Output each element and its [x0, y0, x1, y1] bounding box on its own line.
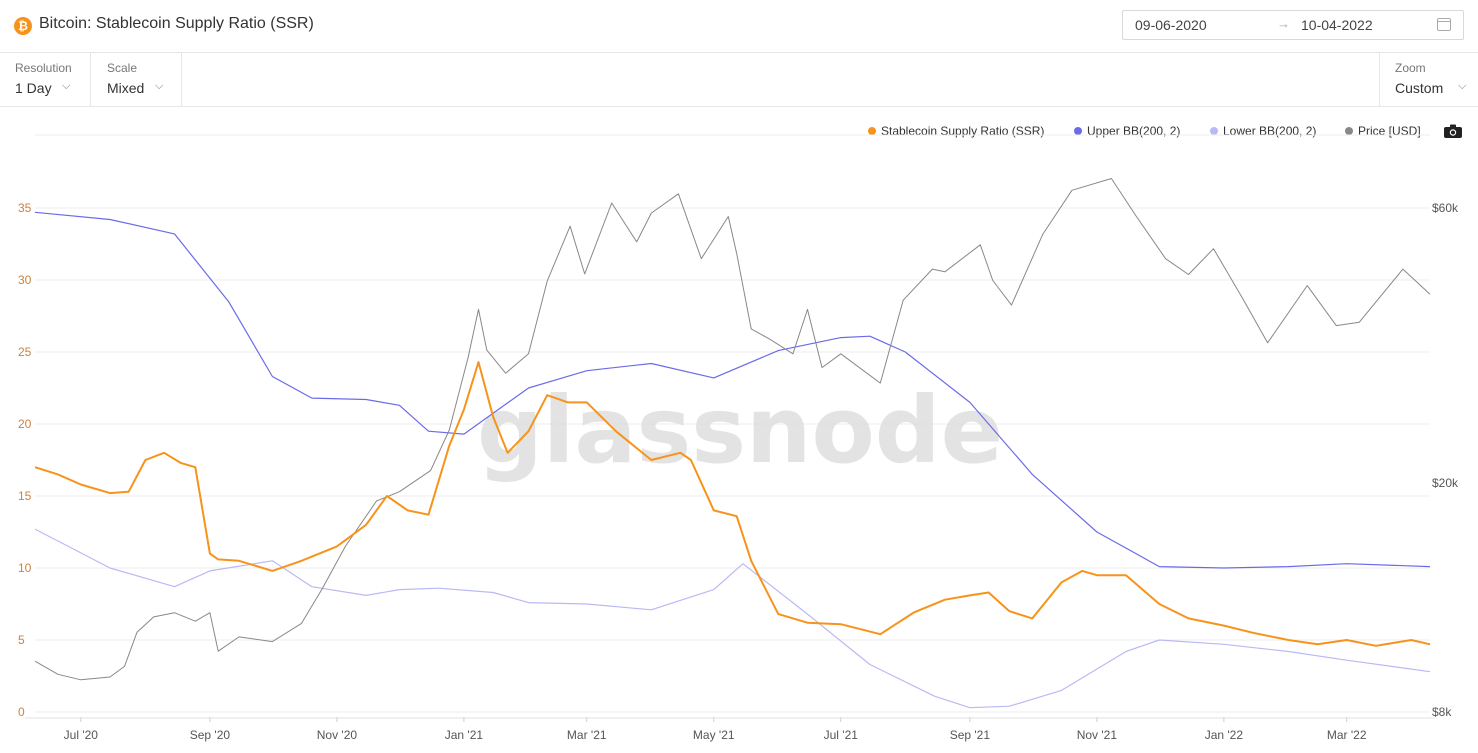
chart-area[interactable]: 0 5 10 15 20 25 30 35 $8k $20k $60k Jul '20 Sep '20 N… — [0, 110, 1478, 753]
scale-select[interactable]: Scale Mixed ⌵ — [91, 53, 181, 106]
y-right-tick-label: $20k — [1432, 476, 1459, 490]
series-line-0 — [34, 361, 1431, 647]
camera-icon[interactable] — [1444, 124, 1462, 138]
y-tick-label: 0 — [18, 705, 25, 719]
y-right-tick-label: $60k — [1432, 201, 1459, 215]
x-tick-label: Jul '20 — [64, 728, 99, 742]
legend-dot — [1074, 127, 1082, 135]
page-title: Bitcoin: Stablecoin Supply Ratio (SSR) — [39, 15, 314, 32]
x-tick-label: Jan '22 — [1205, 728, 1244, 742]
arrow-right-icon: → — [1277, 16, 1290, 31]
x-tick-label: May '21 — [693, 728, 735, 742]
y-tick-label: 5 — [18, 633, 25, 647]
divider — [181, 53, 182, 106]
x-tick-label: Nov '20 — [317, 728, 358, 742]
chevron-down-icon[interactable]: ⌵ — [62, 80, 71, 92]
legend-dot — [868, 127, 876, 135]
resolution-value[interactable]: 1 Day — [15, 80, 52, 96]
x-tick-label: Mar '21 — [567, 728, 607, 742]
zoom-label: Zoom — [1395, 61, 1426, 75]
y-right-tick-label: $8k — [1432, 705, 1452, 719]
date-end-input[interactable]: 10-04-2022 — [1301, 17, 1373, 33]
zoom-value[interactable]: Custom — [1395, 80, 1444, 96]
divider — [1379, 53, 1380, 106]
zoom-select[interactable]: Zoom Custom ⌵ — [1380, 53, 1478, 106]
series-line-3 — [34, 178, 1431, 681]
x-tick-label: Sep '21 — [950, 728, 991, 742]
x-tick-label: Jan '21 — [445, 728, 484, 742]
x-tick-label: Mar '22 — [1327, 728, 1367, 742]
y-tick-label: 10 — [18, 561, 32, 575]
y-tick-label: 35 — [18, 201, 32, 215]
watermark: glassnode — [477, 377, 1003, 484]
date-start-input[interactable]: 09-06-2020 — [1135, 17, 1207, 33]
chart-toolbar: Resolution 1 Day ⌵ Scale Mixed ⌵ Zoom Cu… — [0, 53, 1478, 107]
series-line-1 — [34, 211, 1431, 569]
date-range-picker[interactable]: 09-06-2020 → 10-04-2022 — [1122, 10, 1464, 40]
y-tick-label: 15 — [18, 489, 32, 503]
legend-dot — [1345, 127, 1353, 135]
x-tick-label: Sep '20 — [190, 728, 231, 742]
chevron-down-icon[interactable]: ⌵ — [155, 80, 164, 92]
header: ₿ Bitcoin: Stablecoin Supply Ratio (SSR)… — [0, 0, 1478, 53]
divider — [90, 53, 91, 106]
x-tick-label: Nov '21 — [1077, 728, 1118, 742]
y-tick-label: 20 — [18, 417, 32, 431]
y-tick-label: 25 — [18, 345, 32, 359]
x-tick-label: Jul '21 — [824, 728, 859, 742]
resolution-label: Resolution — [15, 61, 72, 75]
legend-dot — [1210, 127, 1218, 135]
scale-value[interactable]: Mixed — [107, 80, 145, 96]
calendar-icon[interactable] — [1437, 18, 1451, 31]
scale-label: Scale — [107, 61, 138, 75]
resolution-select[interactable]: Resolution 1 Day ⌵ — [0, 53, 90, 106]
series-line-2 — [34, 528, 1431, 709]
chevron-down-icon[interactable]: ⌵ — [1458, 80, 1467, 92]
bitcoin-icon: ₿ — [14, 17, 32, 35]
y-tick-label: 30 — [18, 273, 32, 287]
